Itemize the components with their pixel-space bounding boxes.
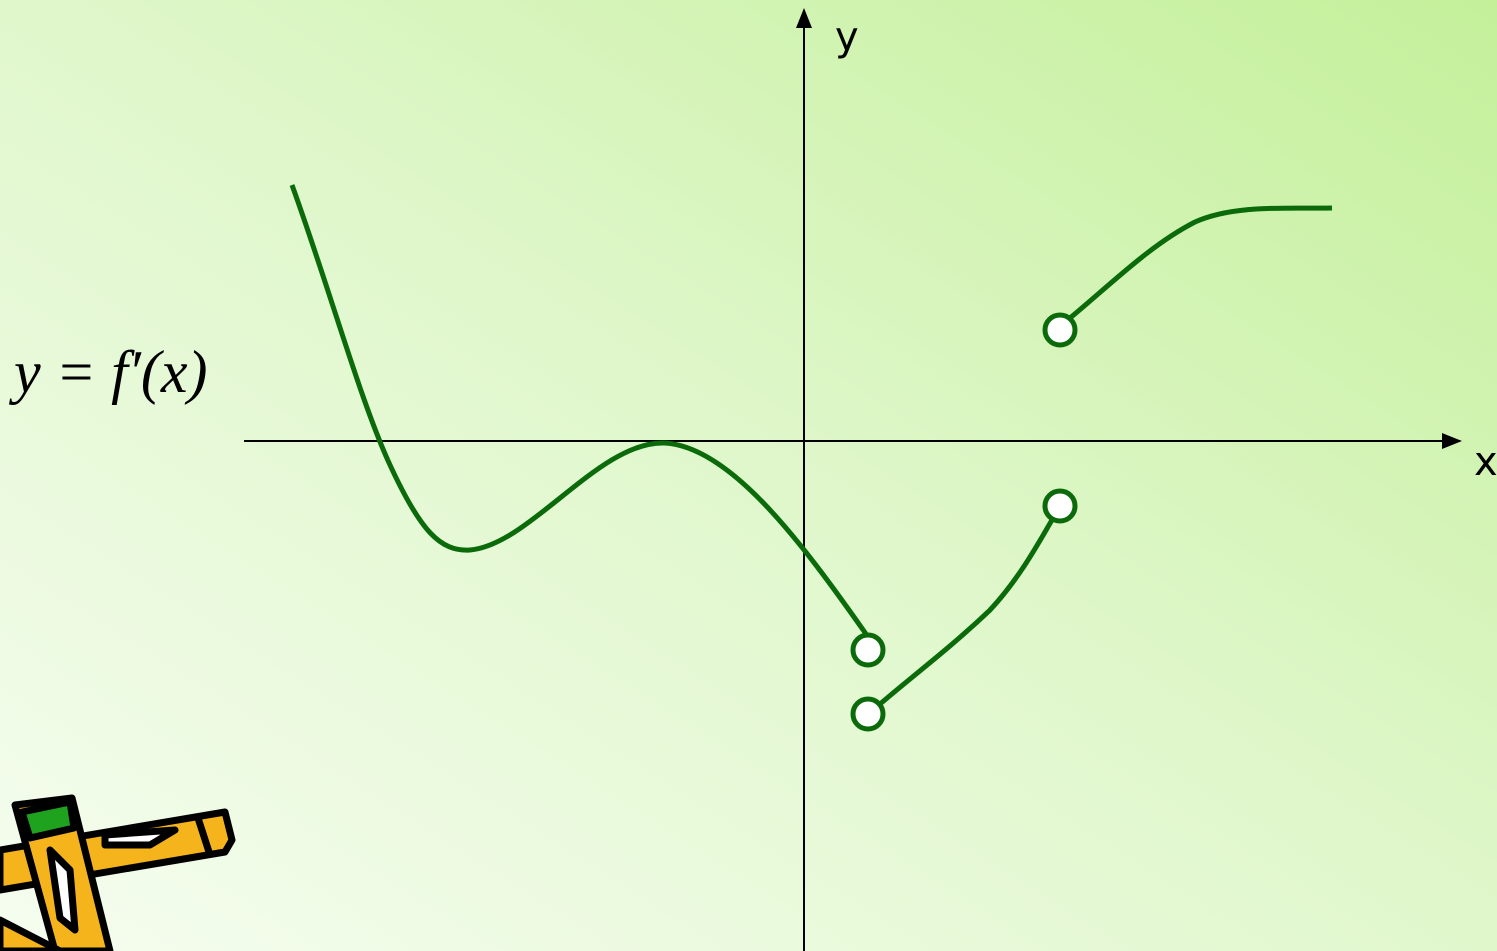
open-point — [1042, 488, 1078, 524]
curve-piece — [878, 518, 1055, 706]
y-axis-label: y — [835, 14, 859, 60]
open-point — [850, 696, 886, 732]
curve-piece — [289, 184, 869, 636]
formula: y = f′(x) — [8, 339, 208, 405]
x-axis-label: x — [1474, 439, 1497, 485]
open-point — [1042, 312, 1078, 348]
curve-piece — [1068, 205, 1333, 320]
graph — [289, 184, 1333, 706]
open-points — [850, 312, 1078, 732]
pencil-clipart — [0, 794, 236, 951]
open-point — [850, 632, 886, 668]
